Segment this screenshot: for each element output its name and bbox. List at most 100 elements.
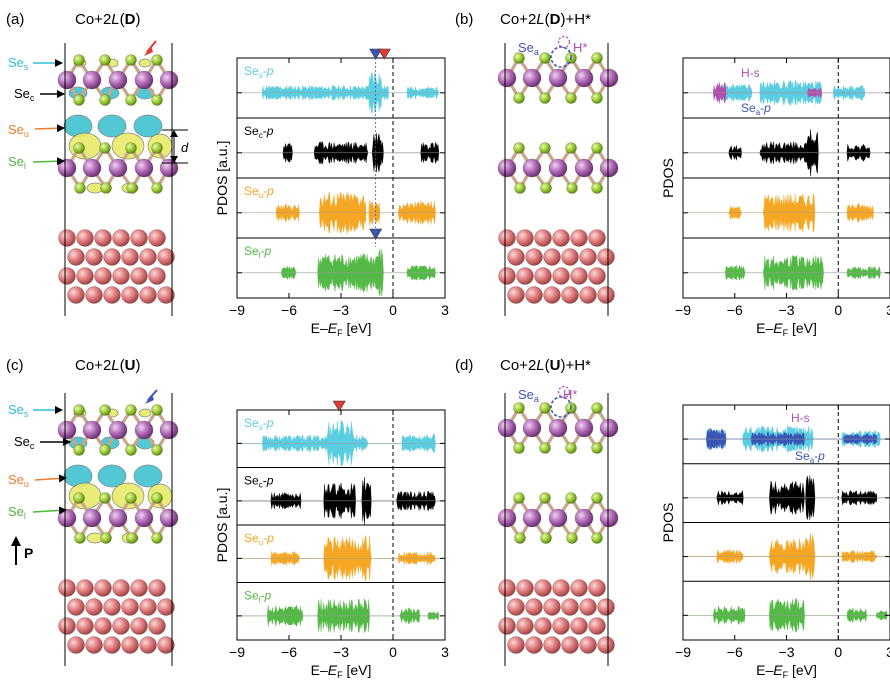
cobalt-atom — [58, 267, 76, 285]
cobalt-atom — [588, 617, 606, 635]
selenium-atom — [125, 142, 137, 154]
selenium-atom — [513, 142, 525, 154]
metal-atom — [108, 158, 128, 178]
selenium-atom — [126, 532, 138, 544]
metal-atom — [159, 158, 179, 178]
cobalt-atom — [588, 267, 606, 285]
metal-atom — [497, 158, 517, 178]
selenium-atom — [100, 532, 112, 544]
selenium-atom — [73, 444, 85, 456]
pdos-track-label: Ses-p — [244, 416, 274, 432]
metal-atom — [599, 68, 619, 88]
cobalt-atom — [561, 636, 579, 654]
cobalt-atom — [103, 636, 121, 654]
structure-labels-a: Ses Sec Seu Sel d — [8, 40, 189, 171]
metal-atom — [548, 418, 568, 438]
selenium-atom — [540, 532, 552, 544]
cobalt-atom — [85, 598, 103, 616]
band-marker — [369, 48, 383, 60]
cobalt-atom — [570, 617, 588, 635]
selenium-atom — [565, 442, 577, 454]
cobalt-atom — [597, 636, 615, 654]
label-se-c-c: Sec — [14, 434, 35, 451]
cobalt-atom — [516, 267, 534, 285]
selenium-atom — [73, 54, 85, 66]
selenium-atom — [99, 94, 111, 106]
selenium-atom — [99, 444, 111, 456]
selenium-atom — [539, 52, 551, 64]
cobalt-atom — [157, 248, 175, 266]
cobalt-atom — [148, 267, 166, 285]
metal-atom — [108, 508, 128, 528]
cobalt-atom — [498, 579, 516, 597]
cobalt-atom — [507, 598, 525, 616]
selenium-atom — [73, 492, 85, 504]
cobalt-atom — [534, 579, 552, 597]
se-a-p-label: Sea-p — [741, 101, 771, 117]
selenium-atom — [125, 444, 137, 456]
panel-c-tag: (c) — [6, 357, 24, 374]
pdos-panel-c: Ses-p Sec-p Seu-p Sel-p −9 −6 −3 0 3 E–EF [eV] PDO… — [214, 400, 449, 680]
panel-c-title: Co+2L(U) — [75, 357, 140, 374]
selenium-atom — [565, 492, 577, 504]
cobalt-atom — [543, 636, 561, 654]
selenium-atom — [126, 182, 138, 194]
metal-atom — [548, 508, 568, 528]
metal-atom — [134, 420, 154, 440]
x-tick-label: −6 — [727, 644, 743, 660]
selenium-atom — [591, 442, 603, 454]
se-a-p-label: Sea-p — [795, 449, 825, 465]
x-tick-label: −3 — [333, 302, 349, 318]
metal-atom — [159, 508, 179, 528]
cobalt-atom — [157, 598, 175, 616]
x-tick-label: 0 — [389, 302, 397, 318]
cobalt-atom — [588, 579, 606, 597]
cobalt-atom — [543, 286, 561, 304]
x-axis-label: E–EF [eV] — [756, 662, 817, 680]
selenium-atom — [591, 142, 603, 154]
cobalt-atom — [130, 617, 148, 635]
cobalt-atom — [543, 248, 561, 266]
pdos-track-label: Sel-p — [244, 244, 271, 260]
pdos-track-label: Sec-p — [244, 474, 274, 490]
panel-d-tag: (d) — [455, 357, 473, 374]
metal-atom — [599, 158, 619, 178]
selenium-atom — [539, 402, 551, 414]
selenium-atom — [99, 54, 111, 66]
label-se-u-a: Seu — [8, 122, 29, 139]
pdos-panel-b: −9 −6 −3 0 3 E–EF [eV] PDOS H-s Sea-p — [660, 57, 890, 338]
cobalt-atom — [103, 286, 121, 304]
label-h-d: H* — [563, 387, 577, 402]
x-tick-label: 3 — [886, 644, 890, 660]
cobalt-atom — [597, 598, 615, 616]
metal-atom — [108, 70, 128, 90]
cobalt-atom — [570, 229, 588, 247]
distance-label: d — [181, 140, 189, 155]
band-marker — [377, 48, 391, 60]
cobalt-atom — [58, 579, 76, 597]
se-a-site-marker — [550, 46, 572, 68]
selenium-atom — [99, 492, 111, 504]
selenium-atom — [151, 182, 163, 194]
selenium-atom — [566, 532, 578, 544]
panel-a-tag: (a) — [6, 11, 24, 28]
x-axis-label: E–EF [eV] — [756, 320, 817, 338]
panel-a-title: Co+2L(D) — [75, 11, 140, 28]
cobalt-atom — [561, 248, 579, 266]
metal-atom — [57, 420, 77, 440]
x-tick-label: −3 — [779, 302, 795, 318]
selenium-atom — [540, 182, 552, 194]
cobalt-atom — [534, 229, 552, 247]
cobalt-atom — [516, 579, 534, 597]
y-axis-label: PDOS [a.u.] — [214, 488, 230, 563]
label-se-a-d: Sea — [518, 387, 539, 404]
y-axis-label: PDOS — [660, 503, 676, 543]
x-tick-label: −6 — [281, 644, 297, 660]
band-marker — [332, 400, 346, 412]
metal-atom — [82, 508, 102, 528]
adsorbate-labels: Sea H* Sea H* — [518, 40, 587, 404]
selenium-atom — [151, 444, 163, 456]
structure-labels-c: Ses Sec Seu Sel P — [8, 389, 158, 565]
metal-atom — [82, 158, 102, 178]
